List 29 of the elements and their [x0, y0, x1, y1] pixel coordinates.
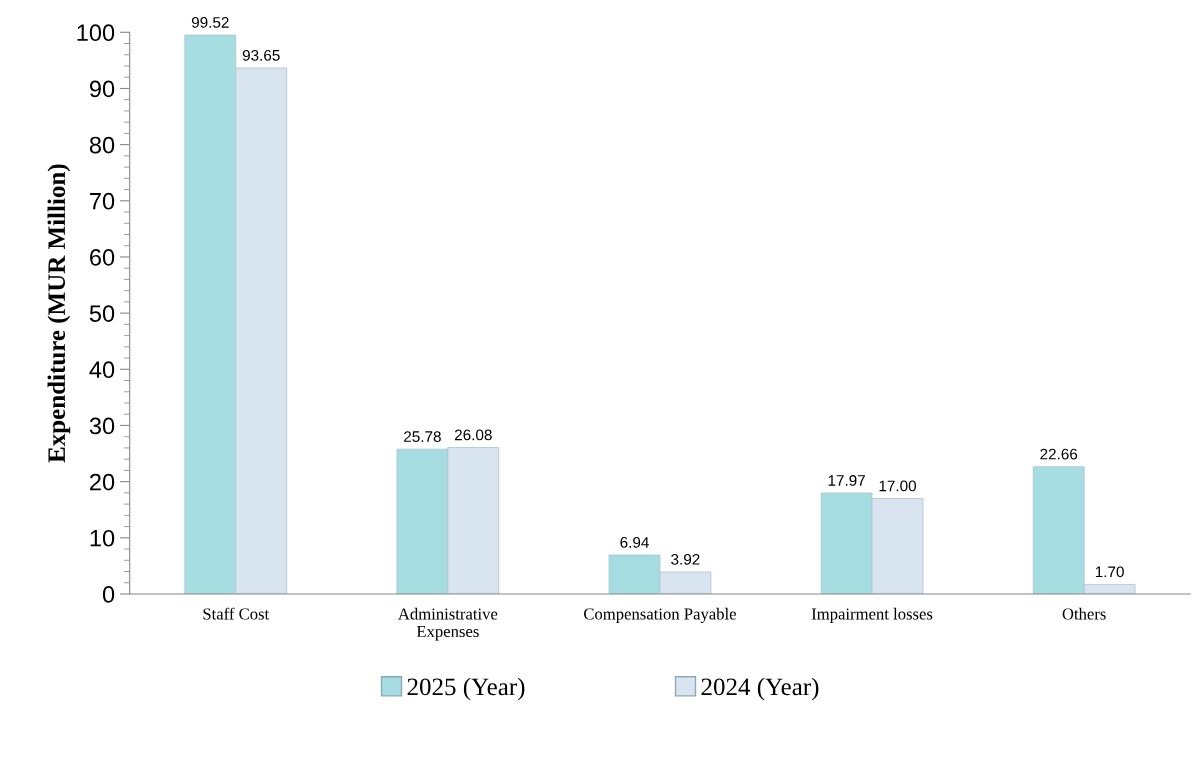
y-tick-label: 100 — [77, 24, 115, 42]
y-axis-title: Expenditure (MUR Million) — [47, 164, 71, 463]
data-label: 17.97 — [828, 475, 865, 486]
x-tick-label: Staff Cost — [203, 607, 270, 620]
data-label: 26.08 — [454, 429, 492, 441]
data-label: 17.00 — [879, 480, 917, 492]
x-tick-label: Others — [1062, 607, 1106, 620]
y-tick-label: 30 — [89, 417, 115, 435]
x-tick-label: Impairment losses — [811, 607, 933, 623]
data-label: 3.92 — [671, 553, 700, 565]
data-label: 1.70 — [1095, 566, 1124, 578]
data-label: 25.78 — [404, 431, 441, 442]
y-tick-label: 40 — [89, 361, 115, 379]
legend-label: 2025 (Year) — [407, 677, 525, 701]
data-label: 22.66 — [1040, 448, 1078, 460]
x-tick-label: Administrative Expenses — [398, 607, 498, 641]
y-tick-label: 0 — [102, 586, 115, 603]
data-label: 93.65 — [242, 49, 280, 61]
y-tick-label: 90 — [89, 80, 115, 98]
y-tick-label: 20 — [90, 473, 115, 491]
legend-label: 2024 (Year) — [701, 677, 819, 701]
y-tick-label: 70 — [90, 192, 115, 210]
x-tick-label: Compensation Payable — [584, 607, 736, 624]
data-label: 99.52 — [191, 16, 229, 28]
data-label: 6.94 — [620, 536, 649, 548]
y-tick-label: 50 — [89, 305, 115, 322]
y-tick-label: 60 — [90, 249, 115, 266]
y-tick-label: 10 — [90, 529, 115, 547]
y-tick-label: 80 — [89, 136, 115, 154]
